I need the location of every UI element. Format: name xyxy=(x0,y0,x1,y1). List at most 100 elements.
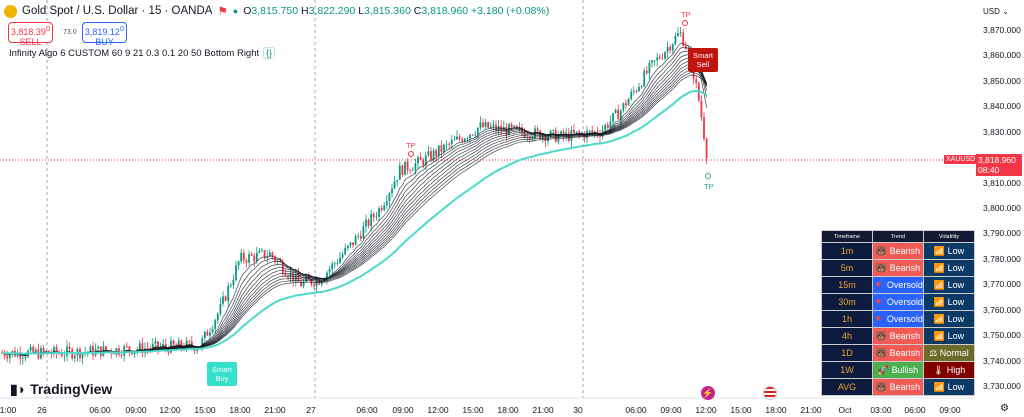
candle xyxy=(255,252,258,262)
candle xyxy=(339,257,341,264)
candle xyxy=(396,179,399,182)
price-tick: 3,830.000 xyxy=(983,126,1021,137)
candle xyxy=(635,90,638,92)
candle xyxy=(432,150,435,160)
trend-cell: 🐻 Bearish xyxy=(873,328,923,344)
price-tick: 3,730.000 xyxy=(983,381,1021,392)
candle xyxy=(471,134,474,136)
candle xyxy=(383,205,386,211)
price-tick: 3,790.000 xyxy=(983,228,1021,239)
gold-logo-icon xyxy=(4,4,17,18)
candle xyxy=(151,344,154,349)
candle xyxy=(367,219,370,226)
candle xyxy=(344,247,347,255)
candle xyxy=(357,235,360,237)
candle xyxy=(370,214,373,226)
buy-button[interactable]: 3,819.120 BUY xyxy=(82,22,127,47)
trend-cell: 🔻 Oversold xyxy=(873,311,923,327)
time-tick: 15:00 xyxy=(462,405,484,415)
candle xyxy=(157,341,159,349)
tradingview-logo[interactable]: ▮◗ TradingView xyxy=(10,381,113,397)
candle xyxy=(495,124,497,131)
candle xyxy=(219,303,222,314)
candle xyxy=(671,44,674,51)
candle xyxy=(674,36,677,45)
candle xyxy=(136,349,139,352)
candle xyxy=(658,57,661,59)
candle xyxy=(235,265,237,280)
candle xyxy=(34,349,37,353)
candle xyxy=(513,125,516,128)
volatility-icon: 📶 xyxy=(933,330,948,341)
time-tick: 06:00 xyxy=(904,405,926,415)
price-tick: 3,810.000 xyxy=(983,177,1021,188)
source-code-icon[interactable]: {} xyxy=(263,47,276,59)
candle xyxy=(656,57,659,61)
candle xyxy=(284,273,287,276)
time-tick: 12:00 xyxy=(159,405,181,415)
currency-select[interactable]: USD ⌄ xyxy=(983,7,1009,16)
candle xyxy=(419,157,422,160)
trend-icon: 🐻 xyxy=(875,245,890,256)
candle xyxy=(73,355,76,359)
volatility-icon: 📶 xyxy=(933,245,948,256)
timeframe-cell: 4h xyxy=(822,328,872,344)
candle xyxy=(248,254,250,263)
candle xyxy=(476,127,479,135)
candle xyxy=(365,219,367,227)
candle xyxy=(222,296,224,304)
candle xyxy=(617,109,620,120)
indicator-legend[interactable]: Infinity Algo 6 CUSTOM 60 9 21 0.3 0.1 2… xyxy=(9,47,276,59)
candle xyxy=(232,279,235,286)
ema-ribbon-line xyxy=(1,63,707,355)
trend-icon: 🐻 xyxy=(875,381,890,392)
volatility-cell: 📶 Low xyxy=(924,260,974,276)
header-timeframe: Timeframe xyxy=(822,231,872,242)
symbol-title[interactable]: Gold Spot / U.S. Dollar · 15 · OANDA xyxy=(22,5,213,17)
candle xyxy=(474,134,477,136)
candle xyxy=(640,86,643,88)
candle xyxy=(515,125,518,128)
us-flag-icon[interactable] xyxy=(763,386,777,400)
candle xyxy=(141,343,144,354)
symbol-price-tag: XAUUSD xyxy=(944,155,978,164)
volatility-icon: 🌡 xyxy=(932,364,947,375)
candle xyxy=(362,226,365,239)
time-tick: 18:00 xyxy=(229,405,251,415)
candle xyxy=(201,338,204,348)
chart-header: Gold Spot / U.S. Dollar · 15 · OANDA ⚑ ●… xyxy=(4,4,549,18)
price-tick: 3,860.000 xyxy=(983,50,1021,61)
sell-button[interactable]: 3,818.390 SELL xyxy=(8,22,53,47)
candle xyxy=(411,170,414,171)
lightning-icon[interactable]: ⚡ xyxy=(701,386,715,400)
timeframe-cell: 1W xyxy=(822,362,872,378)
candle xyxy=(292,272,295,282)
ema-ribbon-line xyxy=(1,60,707,355)
candle xyxy=(261,250,263,252)
tp-label: TP xyxy=(681,10,691,19)
candle xyxy=(68,346,71,350)
market-status-icon: ● xyxy=(232,6,239,16)
settings-icon[interactable]: ⚙ xyxy=(1000,403,1009,414)
candle xyxy=(354,236,357,246)
price-axis[interactable]: USD ⌄ 3,870.000 3,860.000 3,850.000 3,840.0… xyxy=(975,0,1024,417)
header-volatility: Volatility xyxy=(924,231,974,242)
price-chart[interactable] xyxy=(0,0,975,400)
price-tick: 3,740.000 xyxy=(983,355,1021,366)
flag-icon[interactable]: ⚑ xyxy=(217,6,228,18)
candle xyxy=(24,356,27,358)
candle xyxy=(3,353,6,357)
volatility-cell: 📶 Low xyxy=(924,294,974,310)
candle xyxy=(679,32,682,34)
volatility-icon: 📶 xyxy=(933,296,948,307)
time-tick: 06:00 xyxy=(625,405,647,415)
candle xyxy=(487,122,490,128)
volatility-icon: 📶 xyxy=(933,313,948,324)
candle xyxy=(466,138,469,140)
candle xyxy=(424,155,427,166)
time-tick: 06:00 xyxy=(89,405,111,415)
candle xyxy=(435,150,438,156)
candle xyxy=(578,131,581,134)
timeframe-cell: 5m xyxy=(822,260,872,276)
tv-logo-icon: ▮◗ xyxy=(10,381,31,397)
